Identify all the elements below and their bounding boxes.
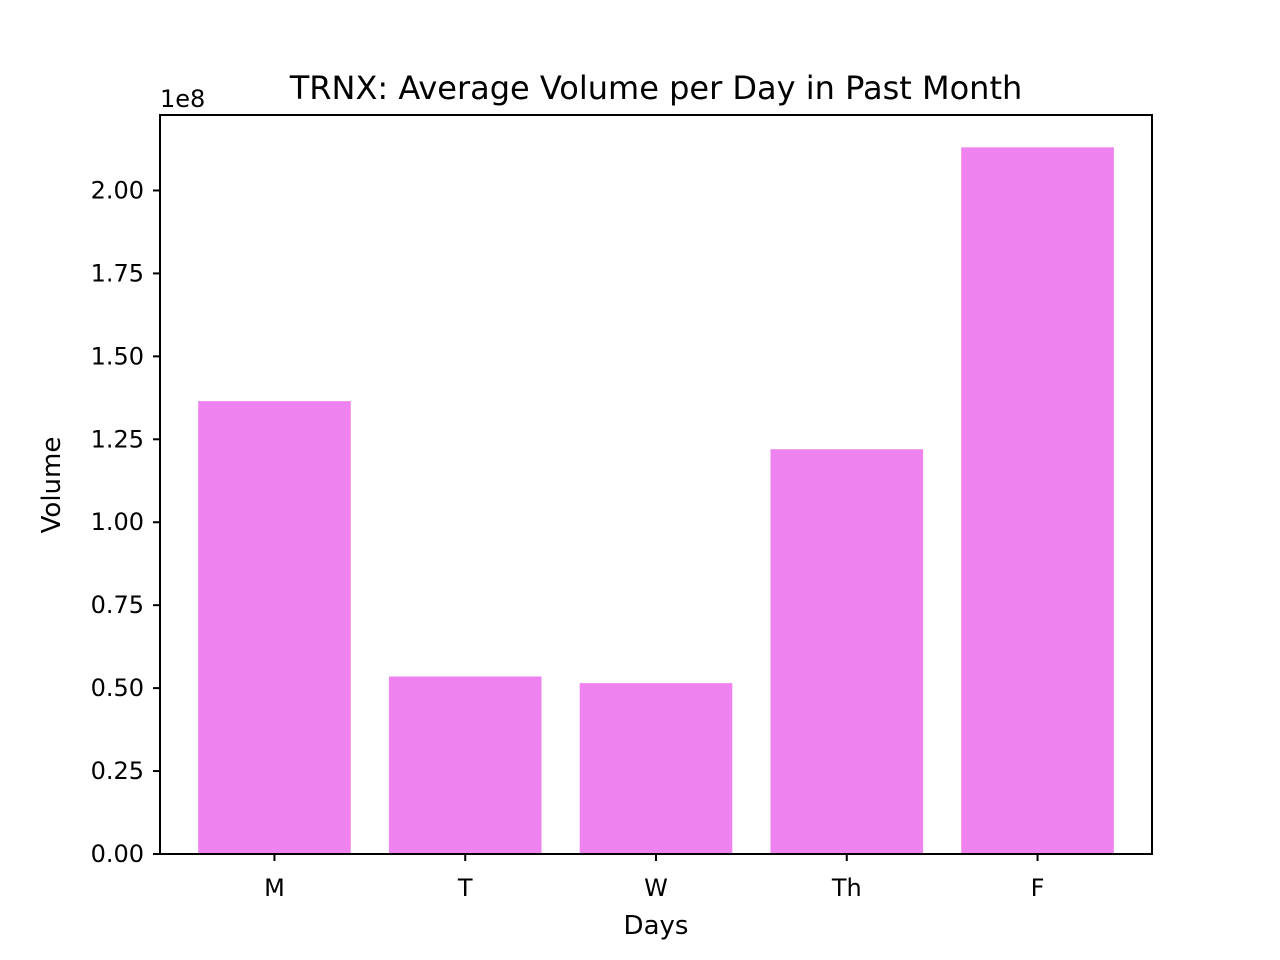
x-tick-label: F [1031,874,1045,902]
y-tick-label: 0.00 [91,840,144,868]
x-tick-label: T [457,874,473,902]
bar-th [770,449,924,854]
bar-w [579,683,733,854]
y-tick-label: 1.75 [91,259,144,287]
bars-group [198,147,1114,854]
bar-m [198,401,351,854]
y-tick-label: 1.25 [91,425,144,453]
y-tick-label: 1.50 [91,342,144,370]
chart-title: TRNX: Average Volume per Day in Past Mon… [289,69,1023,107]
y-axis-label: Volume [37,437,67,534]
y-offset-label: 1e8 [160,85,205,113]
y-tick-label: 0.50 [91,674,144,702]
x-tick-label: Th [831,874,862,902]
y-tick-label: 0.75 [91,591,144,619]
y-tick-label: 1.00 [91,508,144,536]
x-tick-label: M [264,874,285,902]
bar-f [961,147,1114,854]
y-axis-ticks: 0.00 0.25 0.50 0.75 1.00 1.25 1.50 1.75 2.00 [91,176,160,868]
y-tick-label: 2.00 [91,176,144,204]
y-tick-label: 0.25 [91,757,144,785]
bar-t [388,676,542,854]
x-tick-label: W [644,874,668,902]
x-axis-label: Days [624,911,689,941]
x-axis-ticks: M T W Th F [264,854,1044,902]
